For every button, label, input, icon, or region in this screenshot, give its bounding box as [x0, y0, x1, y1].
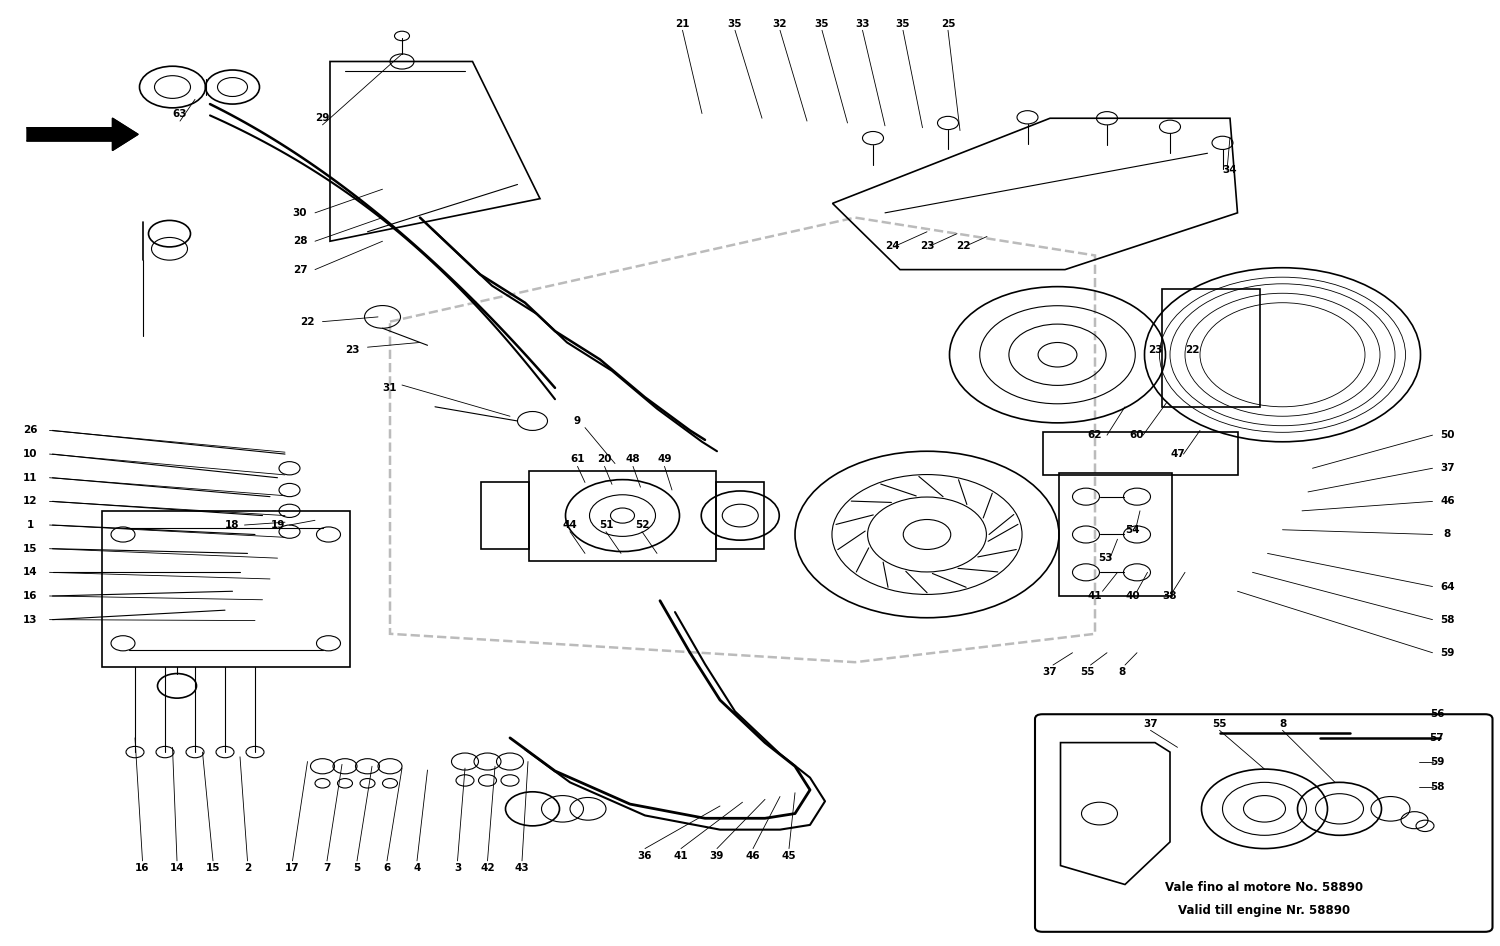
Text: 23: 23 — [1148, 345, 1162, 355]
Bar — [1042, 432, 1238, 475]
Text: 15: 15 — [22, 544, 38, 553]
Bar — [528, 470, 717, 560]
Text: 35: 35 — [815, 19, 830, 28]
Text: 3: 3 — [454, 864, 460, 873]
Text: 38: 38 — [1162, 591, 1178, 601]
Text: 35: 35 — [896, 19, 910, 28]
Text: 56: 56 — [1430, 710, 1444, 719]
Text: 51: 51 — [598, 520, 613, 530]
Text: 53: 53 — [1098, 553, 1113, 563]
Text: 60: 60 — [1130, 430, 1144, 440]
Text: 37: 37 — [1143, 719, 1158, 728]
Text: Valid till engine Nr. 58890: Valid till engine Nr. 58890 — [1178, 903, 1350, 917]
Text: 35: 35 — [728, 19, 742, 28]
Text: 15: 15 — [206, 864, 220, 873]
Text: 44: 44 — [562, 520, 578, 530]
Text: 22: 22 — [300, 317, 315, 326]
Bar — [1059, 473, 1172, 596]
Text: 13: 13 — [22, 615, 38, 624]
Text: 62: 62 — [1088, 430, 1102, 440]
Bar — [717, 482, 764, 549]
Text: 8: 8 — [1280, 719, 1286, 728]
Text: 46: 46 — [1440, 497, 1455, 506]
Text: 10: 10 — [22, 449, 38, 459]
Text: 9: 9 — [574, 416, 580, 426]
Text: 23: 23 — [345, 345, 360, 355]
Text: 61: 61 — [570, 454, 585, 464]
Text: 1: 1 — [27, 520, 33, 530]
Text: 34: 34 — [1222, 166, 1238, 175]
Text: 32: 32 — [772, 19, 788, 28]
Text: 59: 59 — [1430, 757, 1444, 766]
Text: 8: 8 — [1444, 530, 1450, 539]
Text: 26: 26 — [22, 426, 38, 435]
Text: 36: 36 — [638, 851, 652, 861]
Text: 48: 48 — [626, 454, 640, 464]
Text: 37: 37 — [1440, 464, 1455, 473]
Text: 28: 28 — [292, 236, 308, 246]
Text: 18: 18 — [225, 520, 240, 530]
Text: 29: 29 — [315, 114, 330, 123]
Text: 23: 23 — [920, 241, 934, 251]
Text: 55: 55 — [1212, 719, 1227, 728]
Text: 17: 17 — [285, 864, 300, 873]
Text: 24: 24 — [885, 241, 900, 251]
Text: 12: 12 — [22, 497, 38, 506]
Text: 52: 52 — [634, 520, 650, 530]
Text: 2: 2 — [244, 864, 250, 873]
Text: 19: 19 — [270, 520, 285, 530]
Text: 25: 25 — [940, 19, 956, 28]
Text: 45: 45 — [782, 851, 796, 861]
Text: 40: 40 — [1125, 591, 1140, 601]
Text: 22: 22 — [1185, 345, 1200, 355]
Text: 33: 33 — [855, 19, 870, 28]
Text: 5: 5 — [354, 864, 360, 873]
Text: 16: 16 — [135, 864, 150, 873]
Text: 14: 14 — [170, 864, 184, 873]
Text: 31: 31 — [382, 383, 398, 393]
Text: 20: 20 — [597, 454, 612, 464]
Text: 43: 43 — [514, 864, 529, 873]
Text: 58: 58 — [1430, 782, 1444, 792]
Polygon shape — [27, 118, 138, 150]
Text: 6: 6 — [384, 864, 390, 873]
Text: 57: 57 — [1430, 733, 1444, 743]
Text: 49: 49 — [657, 454, 672, 464]
Text: 64: 64 — [1440, 582, 1455, 591]
Bar — [102, 511, 350, 667]
Text: 14: 14 — [22, 568, 38, 577]
Text: 54: 54 — [1125, 525, 1140, 534]
Text: 63: 63 — [172, 109, 188, 118]
Text: 41: 41 — [1088, 591, 1102, 601]
Text: 11: 11 — [22, 473, 38, 482]
Text: 42: 42 — [480, 864, 495, 873]
Text: 16: 16 — [22, 591, 38, 601]
Text: 21: 21 — [675, 19, 690, 28]
Text: 8: 8 — [1119, 667, 1125, 676]
Text: 47: 47 — [1170, 449, 1185, 459]
Text: 22: 22 — [956, 241, 970, 251]
Bar — [480, 482, 528, 549]
Text: 39: 39 — [710, 851, 724, 861]
Text: 58: 58 — [1440, 615, 1455, 624]
Text: 30: 30 — [292, 208, 308, 218]
Text: 37: 37 — [1042, 667, 1058, 676]
Text: 55: 55 — [1080, 667, 1095, 676]
Text: 4: 4 — [414, 864, 420, 873]
Bar — [1162, 289, 1260, 407]
Text: 27: 27 — [292, 265, 308, 274]
Text: 46: 46 — [746, 851, 760, 861]
Text: 41: 41 — [674, 851, 688, 861]
Text: Vale fino al motore No. 58890: Vale fino al motore No. 58890 — [1164, 881, 1364, 894]
FancyBboxPatch shape — [1035, 714, 1492, 932]
Text: 7: 7 — [324, 864, 330, 873]
Text: 59: 59 — [1440, 648, 1455, 657]
Text: 50: 50 — [1440, 430, 1455, 440]
